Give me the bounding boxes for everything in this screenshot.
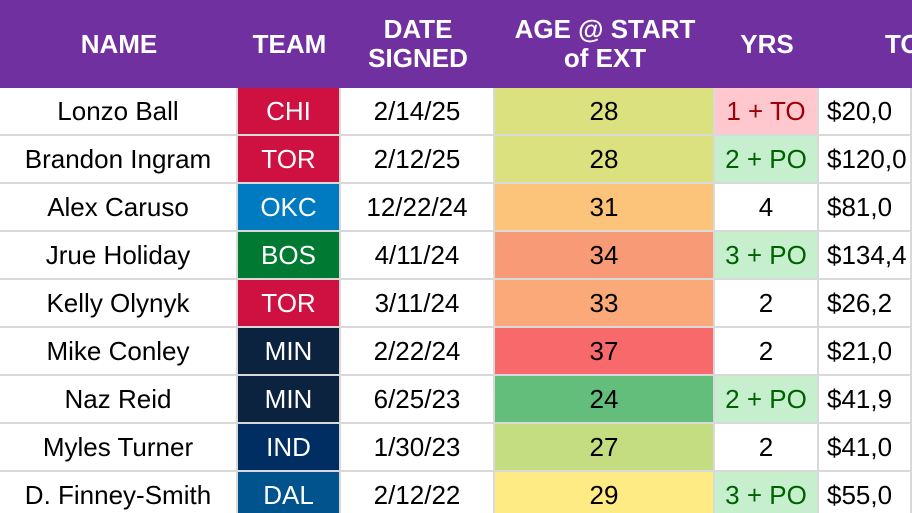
date-cell: 12/22/24	[341, 184, 495, 232]
age-cell: 34	[495, 232, 715, 280]
yrs-cell: 2 + PO	[715, 136, 819, 184]
team-cell: MIN	[238, 328, 341, 376]
yrs-cell: 4	[715, 184, 819, 232]
player-name: Lonzo Ball	[0, 88, 238, 136]
yrs-cell: 1 + TO	[715, 88, 819, 136]
player-name: Brandon Ingram	[0, 136, 238, 184]
age-cell: 33	[495, 280, 715, 328]
date-cell: 4/11/24	[341, 232, 495, 280]
team-cell: OKC	[238, 184, 341, 232]
column-header: TO	[825, 0, 912, 88]
player-name: Kelly Olynyk	[0, 280, 238, 328]
player-name: Naz Reid	[0, 376, 238, 424]
yrs-cell: 3 + PO	[715, 472, 819, 513]
total-cell: $120,0	[819, 136, 912, 184]
date-cell: 2/14/25	[341, 88, 495, 136]
total-cell: $134,4	[819, 232, 912, 280]
column-header: AGE @ START of EXT	[501, 0, 709, 88]
total-cell: $55,0	[819, 472, 912, 513]
team-cell: CHI	[238, 88, 341, 136]
column-header: DATE SIGNED	[347, 0, 489, 88]
player-name: D. Finney-Smith	[0, 472, 238, 513]
yrs-cell: 2 + PO	[715, 376, 819, 424]
age-cell: 27	[495, 424, 715, 472]
age-cell: 29	[495, 472, 715, 513]
age-cell: 28	[495, 88, 715, 136]
yrs-cell: 2	[715, 328, 819, 376]
player-name: Myles Turner	[0, 424, 238, 472]
team-cell: BOS	[238, 232, 341, 280]
team-cell: MIN	[238, 376, 341, 424]
column-header: YRS	[721, 0, 813, 88]
yrs-cell: 2	[715, 280, 819, 328]
date-cell: 2/12/22	[341, 472, 495, 513]
age-cell: 31	[495, 184, 715, 232]
player-name: Alex Caruso	[0, 184, 238, 232]
date-cell: 2/12/25	[341, 136, 495, 184]
team-cell: TOR	[238, 280, 341, 328]
date-cell: 6/25/23	[341, 376, 495, 424]
total-cell: $41,0	[819, 424, 912, 472]
total-cell: $20,0	[819, 88, 912, 136]
total-cell: $26,2	[819, 280, 912, 328]
total-cell: $81,0	[819, 184, 912, 232]
age-cell: 24	[495, 376, 715, 424]
column-header: TEAM	[244, 0, 335, 88]
yrs-cell: 3 + PO	[715, 232, 819, 280]
team-cell: TOR	[238, 136, 341, 184]
total-cell: $21,0	[819, 328, 912, 376]
total-cell: $41,9	[819, 376, 912, 424]
team-cell: DAL	[238, 472, 341, 513]
yrs-cell: 2	[715, 424, 819, 472]
age-cell: 28	[495, 136, 715, 184]
player-name: Mike Conley	[0, 328, 238, 376]
date-cell: 3/11/24	[341, 280, 495, 328]
age-cell: 37	[495, 328, 715, 376]
player-name: Jrue Holiday	[0, 232, 238, 280]
date-cell: 1/30/23	[341, 424, 495, 472]
column-header: NAME	[6, 0, 232, 88]
team-cell: IND	[238, 424, 341, 472]
date-cell: 2/22/24	[341, 328, 495, 376]
